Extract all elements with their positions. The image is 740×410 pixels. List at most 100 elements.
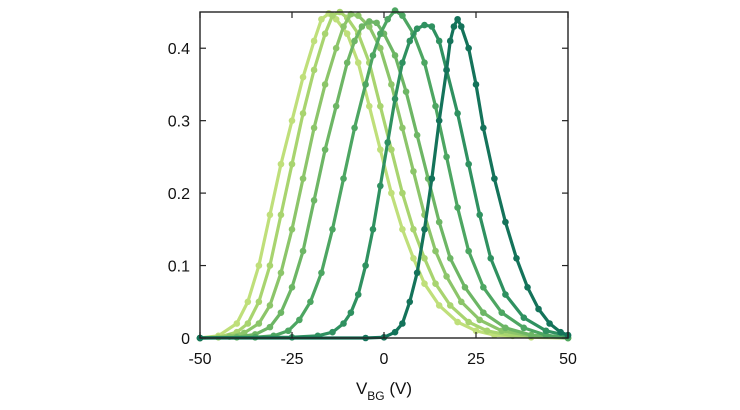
series-3-point-19	[410, 168, 417, 175]
series-4-point-12	[351, 37, 358, 45]
y-tick-label: 0.4	[168, 41, 190, 58]
series-7-point-22	[524, 283, 531, 291]
series-6-point-13	[399, 59, 406, 67]
series-6-point-12	[391, 95, 399, 103]
series-6-point-8	[362, 262, 369, 269]
series-4-point-11	[343, 59, 351, 67]
series-5-point-4	[285, 327, 292, 335]
series-4-point-6	[288, 283, 296, 291]
series-4-point-17	[391, 52, 399, 59]
series-5-point-13	[377, 30, 384, 38]
series-1-point-11	[318, 15, 325, 23]
series-4	[196, 18, 572, 342]
x-tick-label: -25	[280, 351, 303, 368]
x-axis-title-main: V	[356, 379, 368, 398]
series-4-point-21	[435, 218, 443, 226]
series-6-point-9	[369, 226, 377, 233]
series-7-point-13	[450, 23, 458, 30]
series-6-point-18	[435, 37, 443, 45]
series-3-point-10	[321, 81, 329, 88]
series-5-point-10	[351, 124, 358, 132]
series-1-point-24	[472, 327, 480, 335]
series-1-point-22	[435, 302, 443, 309]
series-3-point-24	[476, 316, 483, 324]
series-4-point-24	[480, 309, 487, 316]
series-7-point-9	[428, 175, 436, 182]
series-3-point-15	[365, 23, 373, 30]
series-2-point-24	[465, 318, 472, 326]
series-1-point-10	[310, 37, 318, 45]
x-tick-label: -50	[188, 351, 211, 368]
series-4-point-22	[446, 255, 454, 262]
series-3-point-6	[277, 269, 285, 277]
series-5-point-5	[296, 316, 303, 324]
series-3-point-16	[377, 44, 384, 52]
series-5-point-25	[520, 324, 528, 332]
series-7-point-19	[491, 175, 498, 182]
series-5-point-11	[362, 81, 369, 88]
series-3-point-4	[255, 320, 263, 327]
series-1-point-19	[399, 226, 406, 233]
series-4-point-10	[332, 102, 340, 110]
series-1-point-14	[343, 30, 351, 38]
y-tick-label: 0	[181, 331, 190, 348]
series-3-point-7	[288, 226, 296, 233]
series-2-point-21	[421, 255, 428, 262]
series-3-point-18	[399, 124, 406, 132]
x-tick-label: 0	[380, 351, 389, 368]
series-7-point-14	[454, 15, 461, 23]
series-2-point-6	[266, 262, 274, 269]
y-tick-label: 0.1	[168, 259, 190, 276]
series-7-point-20	[502, 218, 509, 226]
series-6-point-26	[542, 327, 550, 335]
series-6-line	[198, 23, 570, 340]
series-7-point-23	[535, 305, 542, 313]
series-1-point-18	[388, 189, 395, 197]
series-5-point-7	[318, 269, 325, 277]
series-5-point-6	[307, 298, 314, 306]
series-6-point-21	[465, 160, 472, 168]
series-7-point-6	[406, 298, 414, 306]
series-2-point-8	[288, 160, 296, 168]
series-2-point-9	[299, 110, 307, 117]
series-5-point-12	[369, 52, 377, 59]
series-3-point-22	[443, 273, 450, 280]
series-7-point-15	[457, 23, 465, 30]
series-4-point-7	[299, 247, 307, 255]
series-1-point-21	[421, 280, 428, 287]
series-3-line	[198, 12, 570, 340]
series-6-point-11	[384, 139, 391, 146]
series-1-point-4	[244, 298, 252, 306]
series-7-point-11	[443, 66, 450, 74]
series-7-point-18	[480, 124, 487, 132]
series-5-point-23	[480, 283, 487, 291]
series-5-point-16	[399, 12, 406, 19]
series-6-point-20	[454, 110, 461, 117]
series-7-point-12	[446, 37, 454, 45]
series-4-point-19	[413, 131, 421, 139]
series-5-point-20	[443, 153, 450, 161]
series-3-point-9	[310, 124, 318, 132]
series-4-line	[198, 19, 570, 340]
series-6-point-10	[377, 182, 384, 190]
series-2-point-10	[310, 66, 318, 74]
series-4-point-15	[373, 19, 380, 27]
series-6-point-16	[421, 21, 428, 29]
series-layer	[196, 7, 572, 342]
x-axis-title-sub: BG	[367, 389, 384, 403]
series-5-point-9	[340, 175, 347, 182]
series-6	[196, 21, 572, 342]
series-1-point-7	[277, 160, 285, 168]
series-2-point-25	[483, 327, 491, 335]
series-4-point-25	[502, 324, 509, 332]
series-2-point-11	[321, 30, 329, 38]
series-3-point-14	[354, 12, 362, 19]
series-5-point-15	[391, 7, 399, 14]
series-5-point-22	[465, 247, 472, 255]
series-7-point-5	[399, 320, 406, 327]
series-5-point-8	[329, 226, 336, 233]
series-7-point-17	[472, 81, 480, 88]
series-7-point-8	[421, 226, 428, 233]
